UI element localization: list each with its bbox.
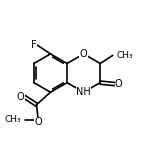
Text: O: O: [115, 79, 122, 89]
Text: O: O: [34, 117, 42, 127]
Text: CH₃: CH₃: [117, 51, 133, 60]
Text: F: F: [31, 40, 37, 50]
Text: NH: NH: [76, 87, 91, 97]
Text: O: O: [17, 92, 24, 102]
Text: CH₃: CH₃: [5, 115, 21, 124]
Text: O: O: [80, 49, 87, 59]
